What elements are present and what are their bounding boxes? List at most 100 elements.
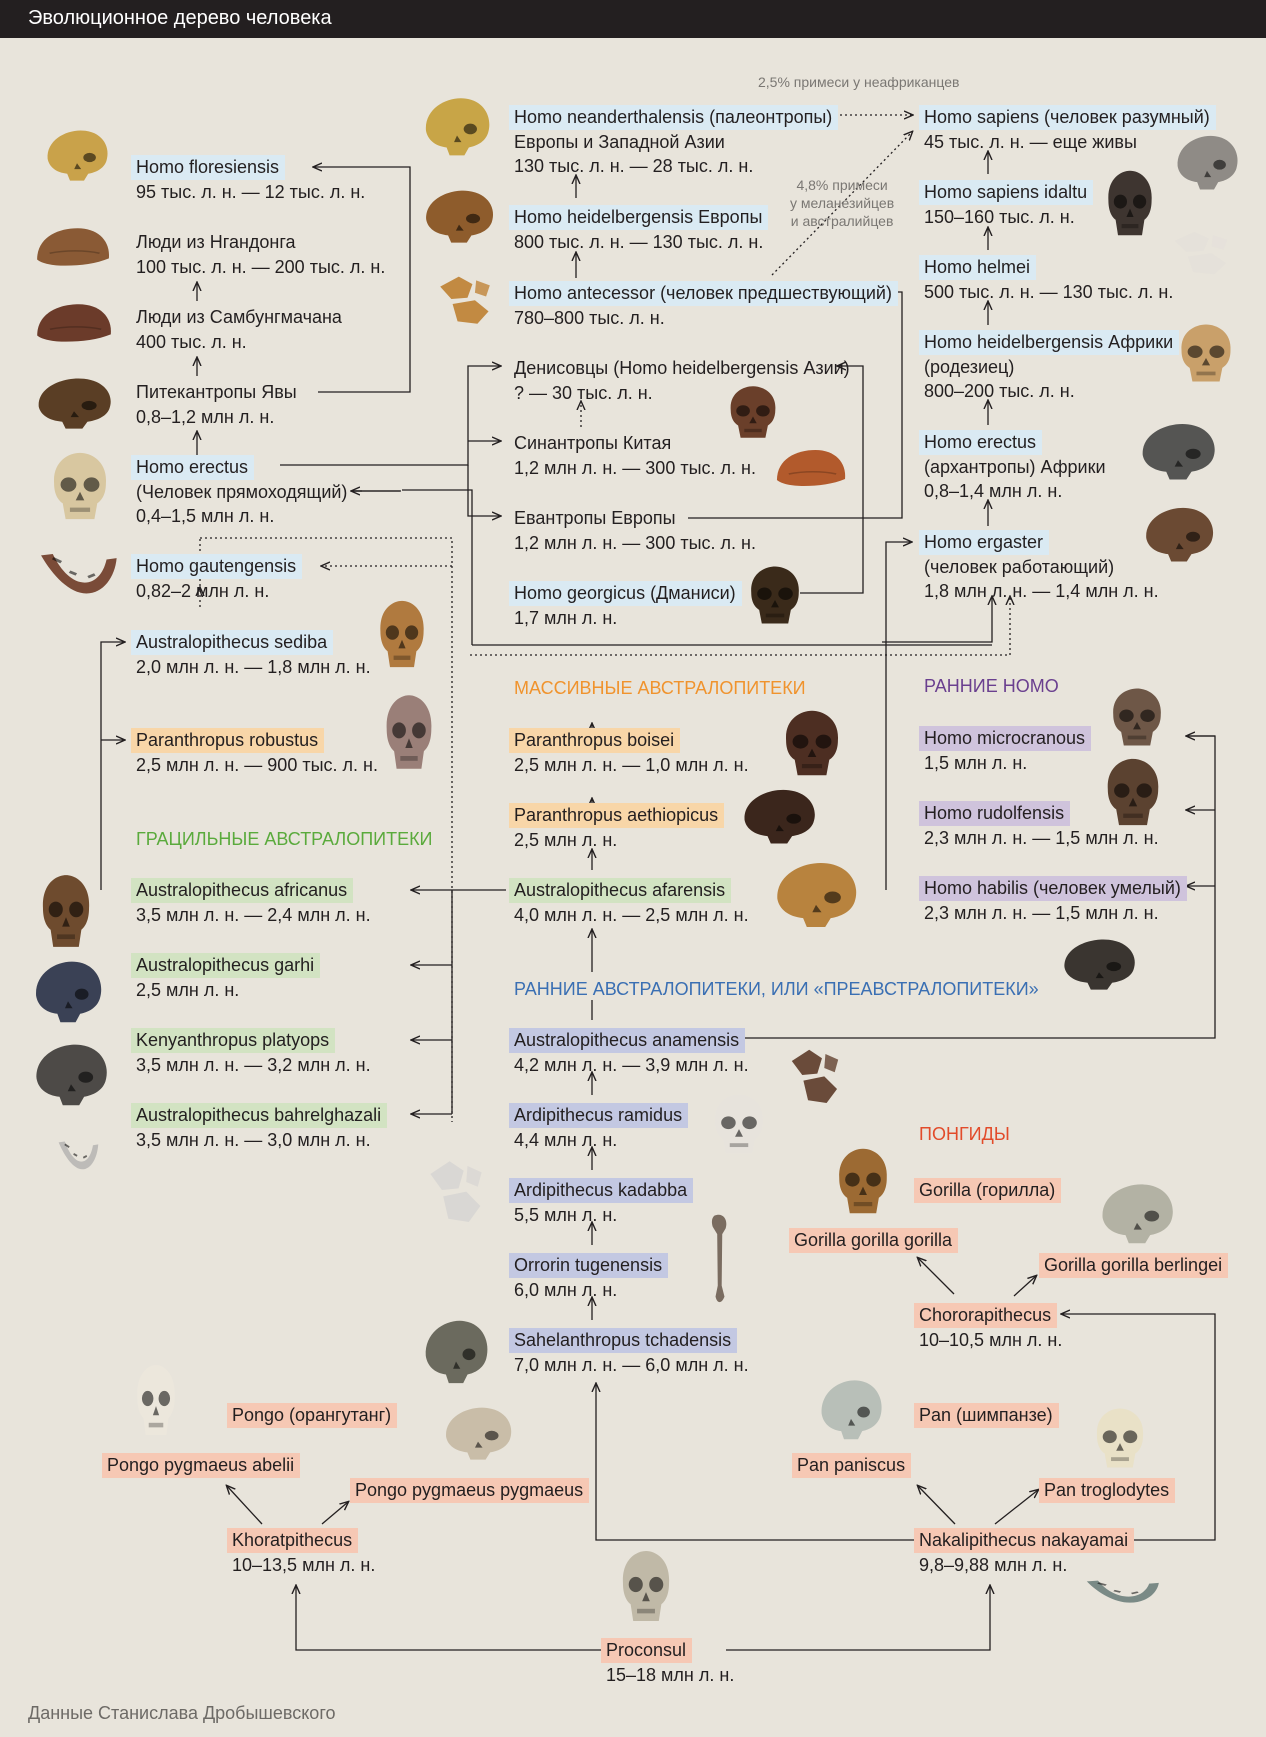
node-platyops: Kenyanthropus platyops 3,5 млн л. н. — 3,… bbox=[131, 1028, 371, 1077]
species-detail: (архантропы) Африки bbox=[924, 457, 1106, 477]
node-antecessor: Homo antecessor (человек предшествующий)… bbox=[509, 281, 898, 330]
antecessor-fragments bbox=[440, 276, 490, 324]
species-name: Pongo pygmaeus pygmaeus bbox=[350, 1478, 590, 1503]
node-erectus: Homo erectus (Человек прямоходящий) 0,4–1,… bbox=[131, 455, 347, 528]
species-detail: 3,5 млн л. н. — 3,0 млн л. н. bbox=[136, 1130, 371, 1150]
node-ergaster: Homo ergaster (человек работающий) 1,8 млн… bbox=[919, 530, 1159, 603]
admixture-note-non-african: 2,5% примеси у неафриканцев bbox=[758, 74, 960, 90]
sambungmachan-skull bbox=[37, 304, 111, 342]
connector-line bbox=[726, 1586, 990, 1651]
erectus-skull bbox=[53, 452, 107, 520]
species-detail: 1,2 млн л. н. — 300 тыс. л. н. bbox=[514, 458, 756, 478]
group-early-australopiths: РАННИЕ АВСТРАЛОПИТЕКИ, ИЛИ «ПРЕАВСТРАЛОП… bbox=[514, 979, 1039, 999]
species-name: Homo habilis (человек умелый) bbox=[919, 876, 1187, 901]
node-pan-paniscus: Pan paniscus bbox=[792, 1453, 912, 1478]
species-name: Homo sapiens (человек разумный) bbox=[919, 105, 1216, 130]
anamensis-fragments bbox=[791, 1049, 839, 1103]
node-idaltu: Homo sapiens idaltu 150–160 тыс. л. н. bbox=[919, 180, 1094, 229]
node-helmei: Homo helmei 500 тыс. л. н. — 130 тыс. л. … bbox=[919, 255, 1173, 304]
species-name: Orrorin tugenensis bbox=[509, 1253, 669, 1278]
species-name: Homo neanderthalensis (палеонтропы) bbox=[509, 105, 839, 130]
idaltu-skull bbox=[1108, 170, 1152, 236]
species-detail: 780–800 тыс. л. н. bbox=[514, 308, 665, 328]
africanus-skull bbox=[42, 875, 90, 947]
node-afarensis: Australopithecus afarensis 4,0 млн л. н. … bbox=[509, 878, 749, 927]
species-name: Синантропы Китая bbox=[514, 433, 672, 453]
species-name: Homo rudolfensis bbox=[919, 801, 1071, 826]
group-early-homo: РАННИЕ HOMO bbox=[924, 676, 1059, 696]
floresiensis-skull bbox=[47, 130, 108, 181]
node-habilis: Homo habilis (человек умелый) 2,3 млн л. … bbox=[919, 876, 1187, 925]
species-name: Homo floresiensis bbox=[131, 155, 286, 180]
species-detail: 0,82–2 млн л. н. bbox=[136, 581, 270, 601]
node-heidelbergensis-eu: Homo heidelbergensis Европы 800 тыс. л. н… bbox=[509, 205, 769, 254]
connector-line bbox=[314, 167, 411, 393]
species-name: Homo gautengensis bbox=[131, 554, 303, 579]
species-detail: 2,0 млн л. н. — 1,8 млн л. н. bbox=[136, 657, 371, 677]
gorilla-berlingei-skull bbox=[1102, 1184, 1173, 1244]
aethiopicus-skull bbox=[744, 789, 815, 844]
species-detail: 0,8–1,4 млн л. н. bbox=[924, 481, 1063, 501]
species-name: Sahelanthropus tchadensis bbox=[509, 1328, 738, 1353]
species-name: Ardipithecus ramidus bbox=[509, 1103, 689, 1128]
species-detail: 2,3 млн л. н. — 1,5 млн л. н. bbox=[924, 828, 1159, 848]
orrorin-femur bbox=[711, 1214, 727, 1303]
species-detail: ? — 30 тыс. л. н. bbox=[514, 383, 653, 403]
connector-line bbox=[470, 597, 1010, 656]
node-heidelbergensis-af: Homo heidelbergensis Африки (родезиец) 800… bbox=[919, 330, 1180, 403]
species-name: Australopithecus anamensis bbox=[509, 1028, 746, 1053]
node-khoratpithecus: Khoratpithecus 10–13,5 млн л. н. bbox=[227, 1528, 375, 1577]
species-detail: (Человек прямоходящий) bbox=[136, 482, 348, 502]
species-name: Homo ergaster bbox=[919, 530, 1050, 555]
afarensis-skull bbox=[777, 862, 857, 928]
bahrelghazali-jaw bbox=[58, 1141, 99, 1170]
species-detail: 1,7 млн л. н. bbox=[514, 608, 618, 628]
node-orrorin: Orrorin tugenensis 6,0 млн л. н. bbox=[509, 1253, 669, 1302]
species-detail: 4,0 млн л. н. — 2,5 млн л. н. bbox=[514, 905, 749, 925]
species-name: Gorilla gorilla berlingei bbox=[1039, 1253, 1229, 1278]
node-ngandong: Люди из Нгандонга 100 тыс. л. н. — 200 ты… bbox=[131, 230, 385, 279]
species-detail: 4,2 млн л. н. — 3,9 млн л. н. bbox=[514, 1055, 749, 1075]
species-detail: 7,0 млн л. н. — 6,0 млн л. н. bbox=[514, 1355, 749, 1375]
connector-line bbox=[994, 1490, 1038, 1525]
species-name: Australopithecus sediba bbox=[131, 630, 334, 655]
species-detail: 2,5 млн л. н. — 1,0 млн л. н. bbox=[514, 755, 749, 775]
species-name: Денисовцы (Homo heidelbergensis Азии) bbox=[514, 358, 850, 378]
node-floresiensis: Homo floresiensis 95 тыс. л. н. — 12 тыс.… bbox=[131, 155, 365, 204]
nakalipithecus-jaw bbox=[1086, 1580, 1159, 1603]
species-detail: 400 тыс. л. н. bbox=[136, 332, 247, 352]
connector-line bbox=[402, 489, 473, 645]
node-sinanthropus: Синантропы Китая 1,2 млн л. н. — 300 тыс.… bbox=[509, 431, 756, 480]
species-name: Gorilla gorilla gorilla bbox=[789, 1228, 959, 1253]
species-detail: 15–18 млн л. н. bbox=[606, 1665, 735, 1685]
species-detail: 10–13,5 млн л. н. bbox=[232, 1555, 376, 1575]
data-source-credit: Данные Станислава Дробышевского bbox=[28, 1703, 336, 1723]
node-pan-troglodytes: Pan troglodytes bbox=[1039, 1478, 1176, 1503]
species-name: Gorilla (горилла) bbox=[914, 1178, 1062, 1203]
pan-troglodytes-skull bbox=[1096, 1408, 1144, 1468]
node-sediba: Australopithecus sediba 2,0 млн л. н. — 1… bbox=[131, 630, 371, 679]
pongo-abelii-skull bbox=[137, 1365, 175, 1435]
species-detail: 1,2 млн л. н. — 300 тыс. л. н. bbox=[514, 533, 756, 553]
node-chororapithecus: Chororapithecus 10–10,5 млн л. н. bbox=[914, 1303, 1062, 1352]
species-name: Paranthropus robustus bbox=[131, 728, 325, 753]
connector-line bbox=[596, 1384, 914, 1541]
connector-line bbox=[321, 1502, 348, 1525]
node-rudolfensis: Homo rudolfensis 2,3 млн л. н. — 1,5 млн … bbox=[919, 801, 1159, 850]
node-pan: Pan (шимпанзе) bbox=[914, 1403, 1059, 1428]
species-name: Ardipithecus kadabba bbox=[509, 1178, 694, 1203]
node-aethiopicus: Paranthropus aethiopicus 2,5 млн л. н. bbox=[509, 803, 725, 852]
node-proconsul: Proconsul 15–18 млн л. н. bbox=[601, 1638, 734, 1687]
species-detail: 130 тыс. л. н. — 28 тыс. л. н. bbox=[514, 156, 754, 176]
node-kadabba: Ardipithecus kadabba 5,5 млн л. н. bbox=[509, 1178, 694, 1227]
group-gracile-australopiths: ГРАЦИЛЬНЫЕ АВСТРАЛОПИТЕКИ bbox=[136, 829, 433, 849]
ramidus-skull bbox=[715, 1094, 763, 1154]
species-name: Homo heidelbergensis Африки bbox=[919, 330, 1180, 355]
species-detail: 4,4 млн л. н. bbox=[514, 1130, 618, 1150]
node-anamensis: Australopithecus anamensis 4,2 млн л. н. … bbox=[509, 1028, 749, 1077]
species-detail: 2,5 млн л. н. — 900 тыс. л. н. bbox=[136, 755, 378, 775]
species-name: Люди из Нгандонга bbox=[136, 232, 296, 252]
node-gorilla-berlingei: Gorilla gorilla berlingei bbox=[1039, 1253, 1229, 1278]
species-name: Pan paniscus bbox=[792, 1453, 912, 1478]
